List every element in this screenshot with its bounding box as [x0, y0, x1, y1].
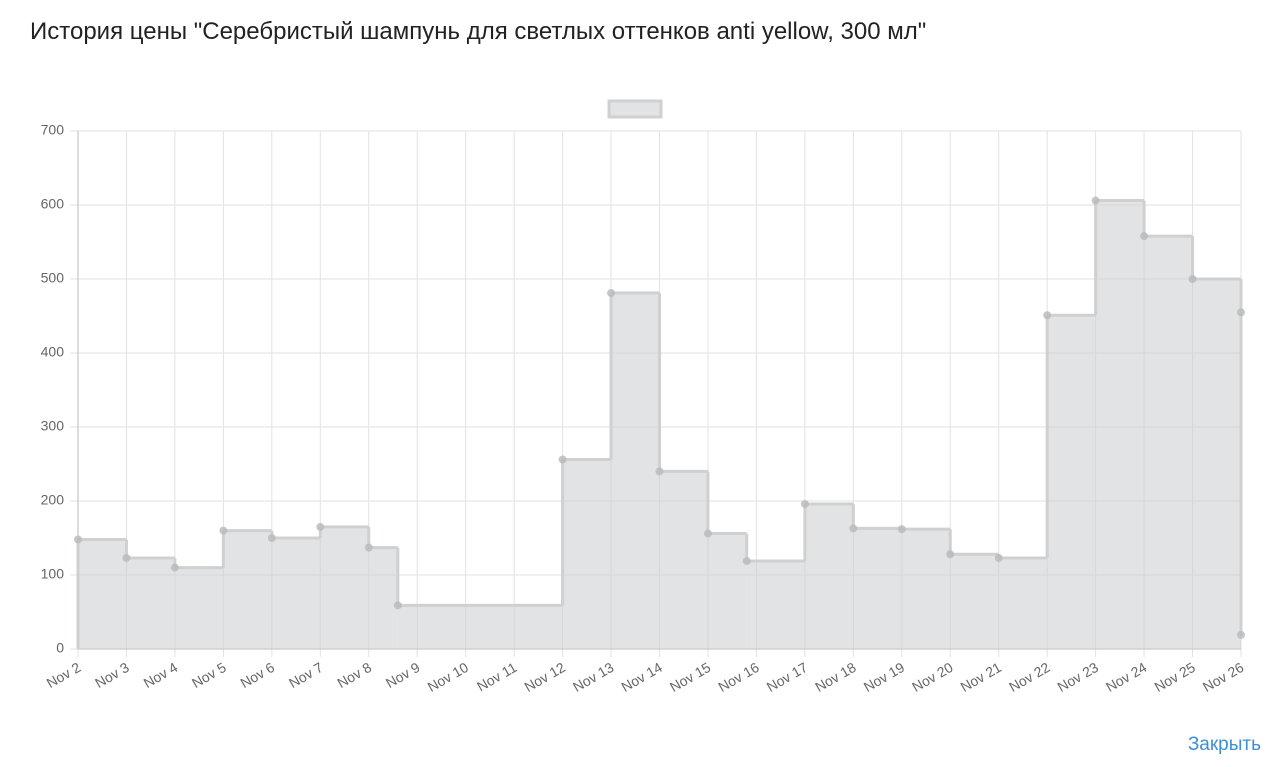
- area-step: [126, 557, 175, 649]
- area-step: [562, 459, 612, 649]
- x-tick-label: Nov 6: [238, 659, 278, 691]
- x-tick-label: Nov 10: [425, 659, 472, 695]
- point: [316, 522, 325, 531]
- point: [393, 601, 402, 610]
- point: [558, 455, 567, 464]
- x-tick-label: Nov 18: [812, 659, 859, 695]
- x-tick-label: Nov 5: [189, 659, 229, 691]
- x-tick-label: Nov 16: [715, 659, 762, 695]
- point: [655, 467, 664, 476]
- point: [1237, 630, 1245, 639]
- area-step: [1144, 236, 1193, 649]
- x-tick-label: Nov 12: [522, 659, 569, 695]
- area-step: [998, 557, 1048, 649]
- chart-title: История цены "Серебристый шампунь для св…: [30, 18, 927, 45]
- y-tick-label: 600: [41, 196, 65, 212]
- x-tick-label: Nov 26: [1200, 659, 1247, 695]
- x-tick-label: Nov 7: [286, 659, 326, 691]
- x-tick-label: Nov 2: [44, 659, 84, 691]
- point: [1091, 196, 1100, 205]
- area-step: [368, 547, 398, 649]
- x-tick-label: Nov 21: [958, 659, 1005, 695]
- area-step: [1095, 200, 1145, 649]
- y-tick-label: 300: [41, 418, 65, 434]
- point: [1237, 308, 1245, 317]
- point: [849, 524, 858, 533]
- point: [364, 543, 373, 552]
- close-button[interactable]: Закрыть: [1187, 734, 1261, 755]
- y-tick-label: 100: [41, 566, 65, 582]
- x-tick-label: Nov 20: [909, 659, 956, 695]
- x-tick-label: Nov 9: [383, 659, 423, 691]
- area-step: [320, 526, 369, 649]
- x-tick-label: Nov 11: [474, 659, 520, 695]
- point: [897, 525, 906, 534]
- area-step: [950, 554, 999, 649]
- area-step: [659, 471, 708, 649]
- y-tick-label: 700: [41, 122, 65, 138]
- area-step: [223, 530, 272, 649]
- point: [607, 289, 616, 298]
- area-step: [804, 503, 854, 649]
- point: [122, 553, 131, 562]
- x-tick-label: Nov 14: [618, 659, 665, 695]
- area-step: [1192, 279, 1241, 649]
- point: [1043, 311, 1052, 320]
- x-tick-label: Nov 4: [141, 659, 181, 691]
- y-tick-label: 400: [41, 344, 65, 360]
- x-tick-label: Nov 25: [1151, 659, 1198, 695]
- area-step: [901, 529, 951, 649]
- point: [1140, 232, 1149, 241]
- area-step: [853, 528, 902, 649]
- point: [170, 563, 179, 572]
- area-step: [1047, 315, 1096, 649]
- point: [1188, 275, 1197, 283]
- legend-swatch: [607, 99, 663, 119]
- point: [994, 553, 1003, 562]
- area-step: [271, 538, 321, 649]
- x-tick-label: Nov 15: [667, 659, 714, 695]
- y-tick-label: 200: [41, 492, 65, 508]
- area-step: [746, 560, 805, 649]
- x-tick-label: Nov 23: [1055, 659, 1102, 695]
- area-step: [611, 293, 660, 649]
- point: [946, 550, 955, 559]
- point: [74, 535, 82, 544]
- x-tick-label: Nov 19: [861, 659, 908, 695]
- area-step: [707, 533, 747, 649]
- x-tick-label: Nov 8: [334, 659, 374, 691]
- y-tick-label: 0: [56, 640, 64, 656]
- point: [800, 499, 809, 508]
- point: [267, 534, 276, 542]
- x-tick-label: Nov 3: [92, 659, 132, 691]
- point: [219, 526, 228, 535]
- area-step: [397, 605, 563, 649]
- point: [703, 529, 712, 538]
- point: [742, 556, 751, 565]
- x-tick-label: Nov 13: [570, 659, 617, 695]
- x-tick-label: Nov 22: [1006, 659, 1053, 695]
- y-tick-label: 500: [41, 270, 65, 286]
- x-tick-label: Nov 17: [764, 659, 811, 695]
- area-step: [78, 539, 127, 649]
- x-tick-label: Nov 24: [1103, 659, 1150, 695]
- area-step: [174, 567, 224, 649]
